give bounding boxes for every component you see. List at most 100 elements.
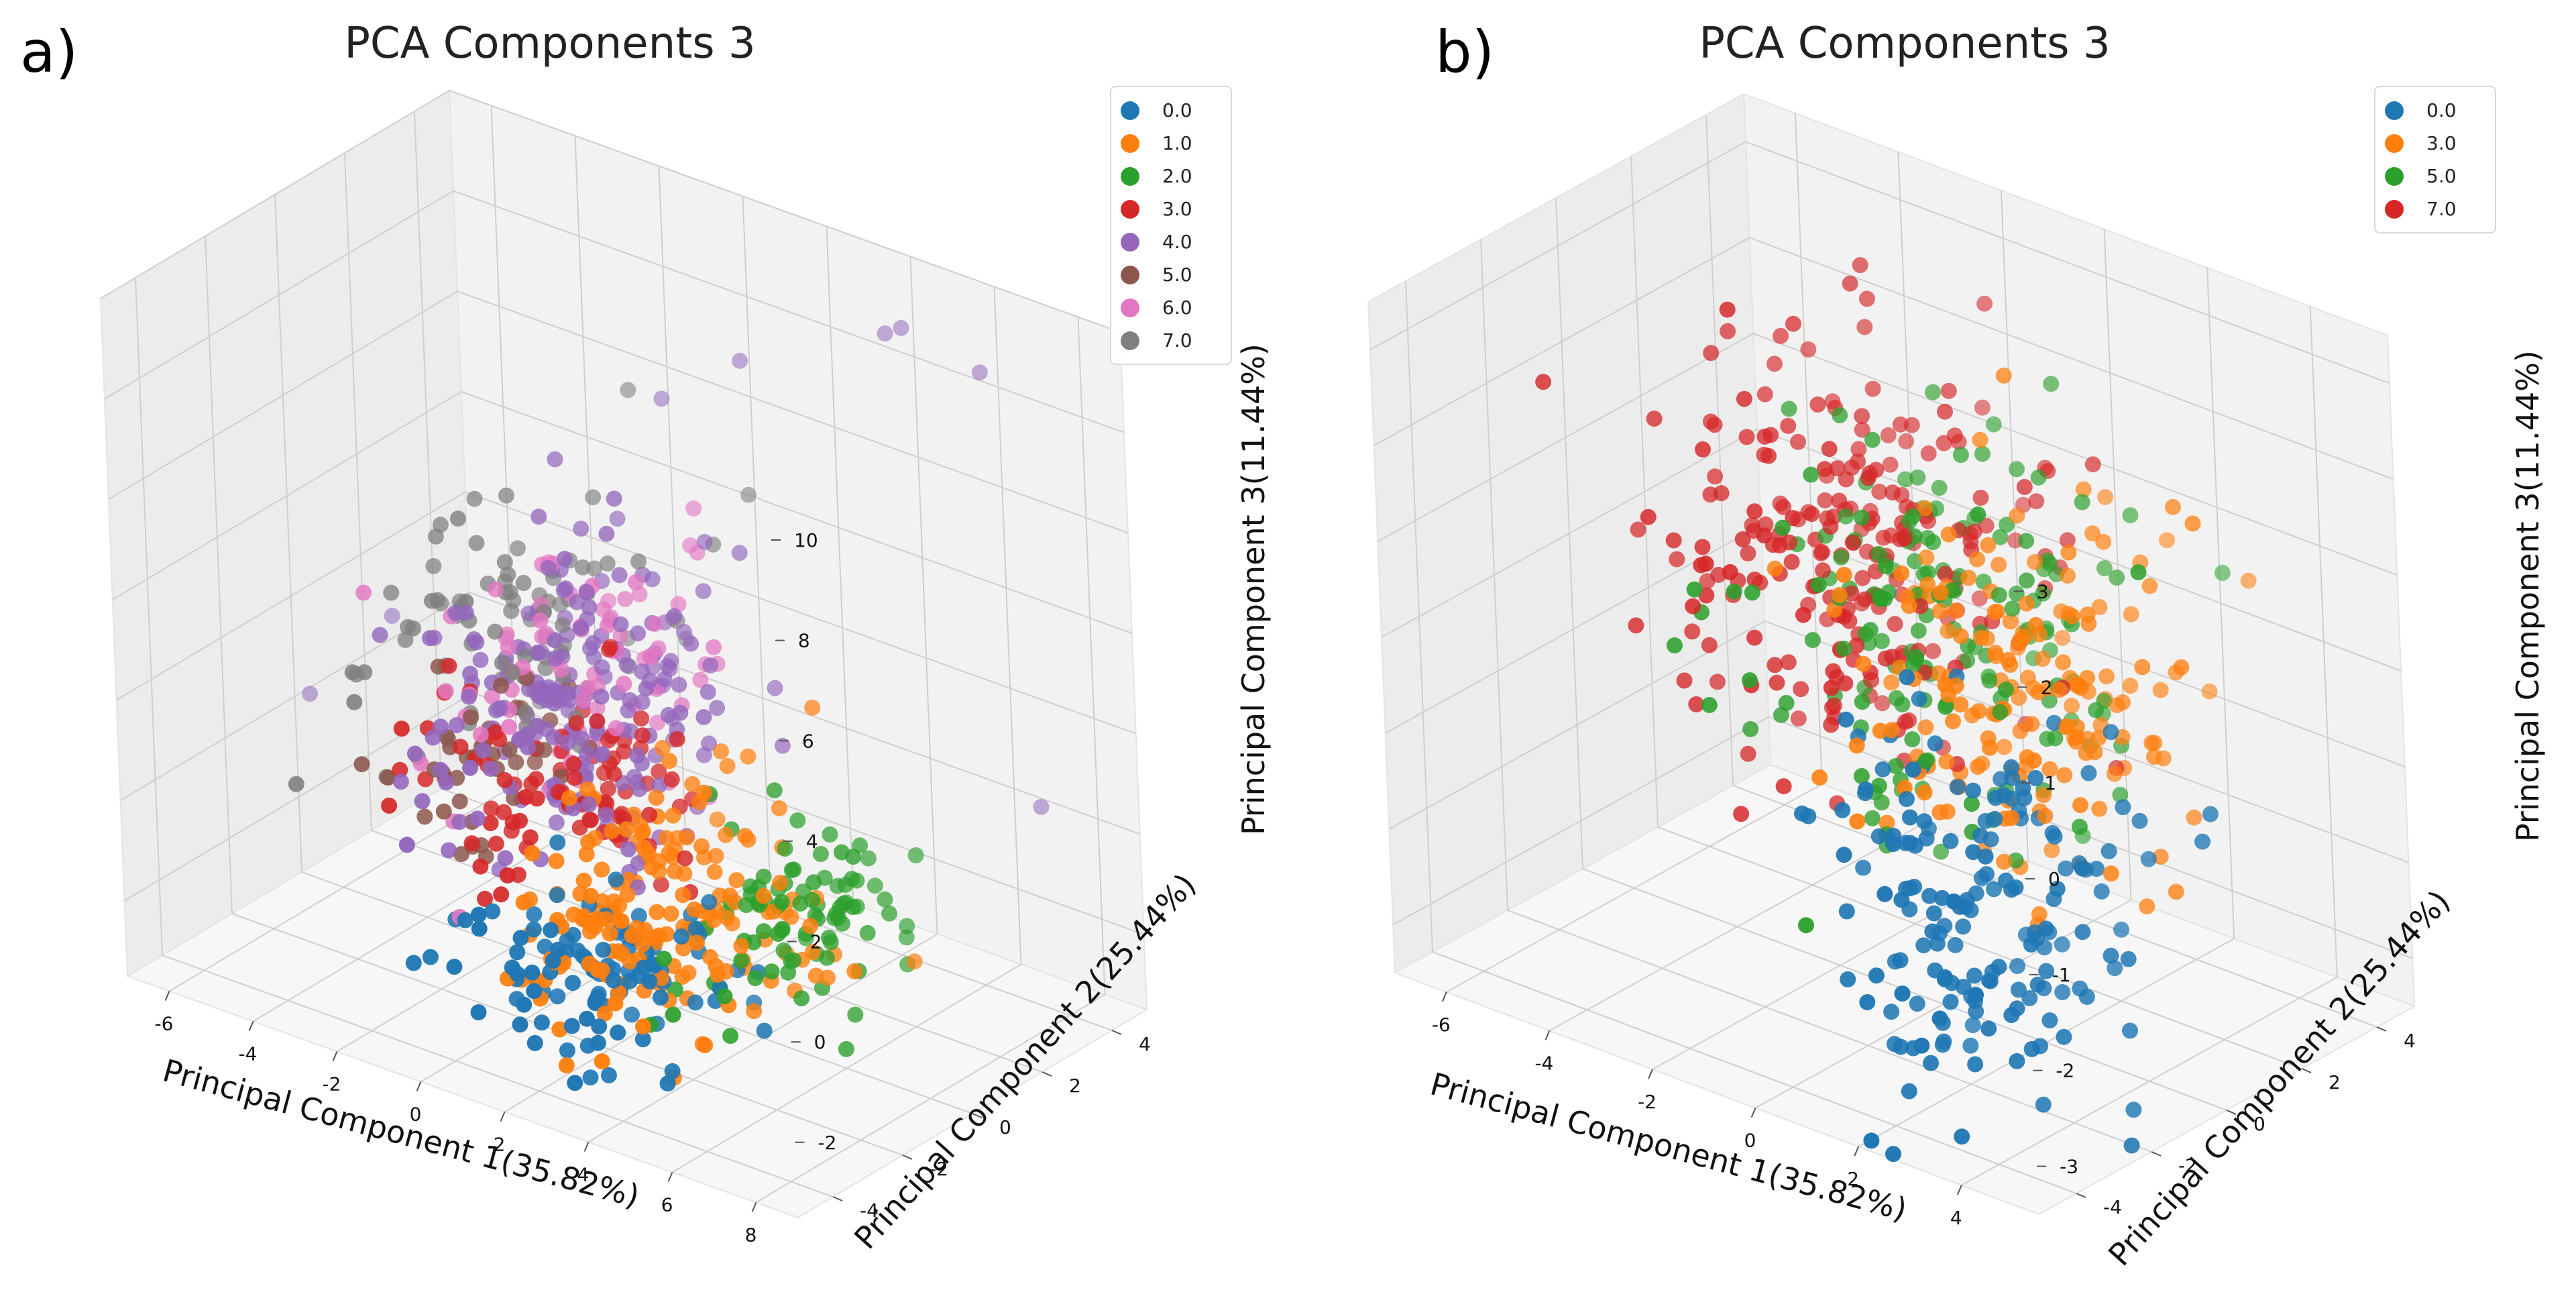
scatter-point [822, 826, 838, 843]
legend-item[interactable]: 4.0 [1121, 225, 1221, 258]
scatter-point [716, 988, 733, 1005]
scatter-point [512, 930, 529, 947]
scatter-point [607, 995, 624, 1012]
scatter-point [763, 963, 780, 980]
scatter-point [2004, 600, 2021, 617]
scatter-point [737, 828, 753, 845]
scatter-point [602, 925, 618, 942]
scatter-point [497, 850, 514, 867]
scatter-point [1875, 529, 1892, 546]
scatter-point [554, 617, 571, 633]
scatter-point [1917, 719, 1934, 736]
scatter-point [656, 951, 672, 967]
scatter-point [1962, 1037, 1979, 1054]
scatter-point [2115, 799, 2131, 816]
scatter-point [1901, 809, 1918, 826]
scatter-point [1952, 447, 1969, 464]
scatter-point [1756, 527, 1773, 544]
scatter-point [1978, 517, 1995, 534]
scatter-point [1831, 492, 1848, 509]
scatter-point [772, 875, 788, 891]
z-axis-label: Principal Component 3(11.44%) [2510, 350, 2546, 842]
scatter-point [971, 364, 988, 381]
scatter-point [501, 741, 518, 758]
scatter-point [446, 959, 463, 975]
legend-b[interactable]: 0.0 3.0 5.0 7.0 [2374, 86, 2496, 233]
scatter-point [746, 1003, 763, 1020]
legend-item[interactable]: 5.0 [2385, 160, 2485, 193]
tick-label-y: 4 [2404, 1030, 2416, 1052]
legend-label: 5.0 [2426, 165, 2457, 187]
tick-x [164, 991, 170, 1001]
scatter-point [647, 616, 663, 632]
scatter-point [1688, 696, 1705, 712]
scatter-point [1924, 923, 1941, 940]
legend-item[interactable]: 6.0 [1121, 291, 1221, 324]
chart-title-b: PCA Components 3 [1699, 19, 2111, 68]
scatter-point [1949, 779, 1966, 796]
scatter-point [596, 1005, 613, 1022]
scatter-point [511, 731, 528, 747]
tick-label-z: 10 [794, 529, 818, 551]
legend-a[interactable]: 0.0 1.0 2.0 3.0 4.0 5.0 6.0 7.0 [1110, 86, 1232, 365]
scatter-point [2071, 818, 2088, 835]
legend-item[interactable]: 3.0 [1121, 193, 1221, 225]
legend-item[interactable]: 7.0 [2385, 193, 2485, 225]
scatter-point [2130, 564, 2147, 580]
scatter-point [2007, 879, 2024, 896]
scatter-point [516, 996, 533, 1013]
scatter-point [1970, 506, 1986, 523]
legend-item[interactable]: 5.0 [1121, 258, 1221, 291]
scatter-point [302, 686, 319, 702]
scatter-point [1815, 562, 1831, 579]
scatter-point [1892, 952, 1909, 969]
scatter-3d-b: -6 -4 -2 0 2 4 -4 -2 0 2 4 -3 -2 -1 0 1 2 3 Principal Comp… [1367, 93, 2546, 1273]
gridline-x [1755, 229, 2132, 1109]
tick-label-z: 8 [798, 630, 810, 652]
scatter-point [655, 739, 671, 756]
scatter-point [512, 1016, 528, 1033]
legend-item[interactable]: 0.0 [2385, 94, 2485, 127]
scatter-point [462, 665, 478, 682]
legend-item[interactable]: 7.0 [1121, 324, 1221, 357]
scatter-point [606, 490, 622, 507]
scatter-point [658, 830, 675, 847]
scatter-point [448, 717, 465, 733]
scatter-point [1936, 918, 1953, 934]
scatter-point [1940, 382, 1957, 399]
scatter-point [1968, 987, 1984, 1004]
scatter-point [559, 1042, 575, 1059]
scatter-point [1769, 674, 1785, 691]
scatter-point [656, 671, 673, 688]
legend-item[interactable]: 3.0 [2385, 127, 2485, 160]
scatter-point [653, 876, 669, 893]
legend-item[interactable]: 1.0 [1121, 127, 1221, 160]
scatter-point [2009, 958, 2026, 974]
scatter-point [2165, 498, 2181, 515]
scatter-point [634, 727, 651, 744]
tick-x [416, 1081, 422, 1091]
scatter-point [1813, 543, 1830, 560]
scatter-point [1744, 584, 1760, 601]
scatter-point [1902, 880, 1919, 897]
scatter-point [568, 715, 585, 731]
scatter-point [629, 747, 646, 764]
scatter-point [2030, 469, 2047, 486]
scatter-point [2075, 481, 2092, 498]
legend-item[interactable]: 0.0 [1121, 94, 1221, 127]
scatter-point [1742, 720, 1759, 737]
scatter-point [634, 694, 651, 710]
legend-item[interactable]: 2.0 [1121, 160, 1221, 193]
scatter-point [384, 608, 400, 624]
scatter-point [1893, 1038, 1909, 1055]
scatter-point [666, 608, 683, 625]
legend-marker [1121, 199, 1139, 219]
tick-label-x: 6 [661, 1194, 673, 1216]
scatter-point [582, 888, 599, 904]
scatter-point [355, 584, 372, 601]
scatter-point [780, 964, 797, 981]
scatter-point [422, 630, 439, 647]
scatter-point [1980, 537, 1997, 553]
scatter-point [536, 741, 553, 758]
legend-label: 1.0 [1162, 132, 1192, 154]
